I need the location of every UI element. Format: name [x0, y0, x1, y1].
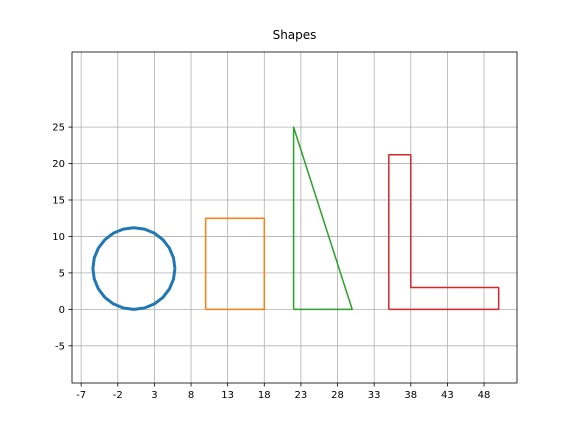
y-tick-label: 5	[59, 268, 65, 279]
shape-line	[388, 154, 500, 311]
x-tick-label: -7	[76, 390, 86, 401]
y-tick-label: 15	[52, 196, 65, 207]
x-tick-label: 3	[151, 390, 157, 401]
y-tick-label: -5	[55, 341, 65, 352]
plot-frame	[71, 51, 518, 384]
y-tick-label: 10	[52, 232, 65, 243]
x-tick-label: 13	[221, 390, 234, 401]
x-tick-label: 28	[331, 390, 344, 401]
y-tick-label: 0	[59, 305, 65, 316]
shape-line	[292, 126, 353, 311]
chart-title: Shapes	[273, 28, 317, 42]
shape-line	[204, 217, 266, 311]
x-tick-label: 48	[478, 390, 491, 401]
x-tick-label: 23	[295, 390, 308, 401]
x-tick-label: 18	[258, 390, 271, 401]
shape-line	[91, 226, 177, 311]
x-tick-label: -2	[113, 390, 123, 401]
x-tick-label: 38	[404, 390, 417, 401]
x-tick-label: 33	[368, 390, 381, 401]
x-tick-label: 43	[441, 390, 454, 401]
x-tick-label: 8	[188, 390, 194, 401]
y-tick-label: 20	[52, 159, 65, 170]
y-tick-label: 25	[52, 123, 65, 134]
